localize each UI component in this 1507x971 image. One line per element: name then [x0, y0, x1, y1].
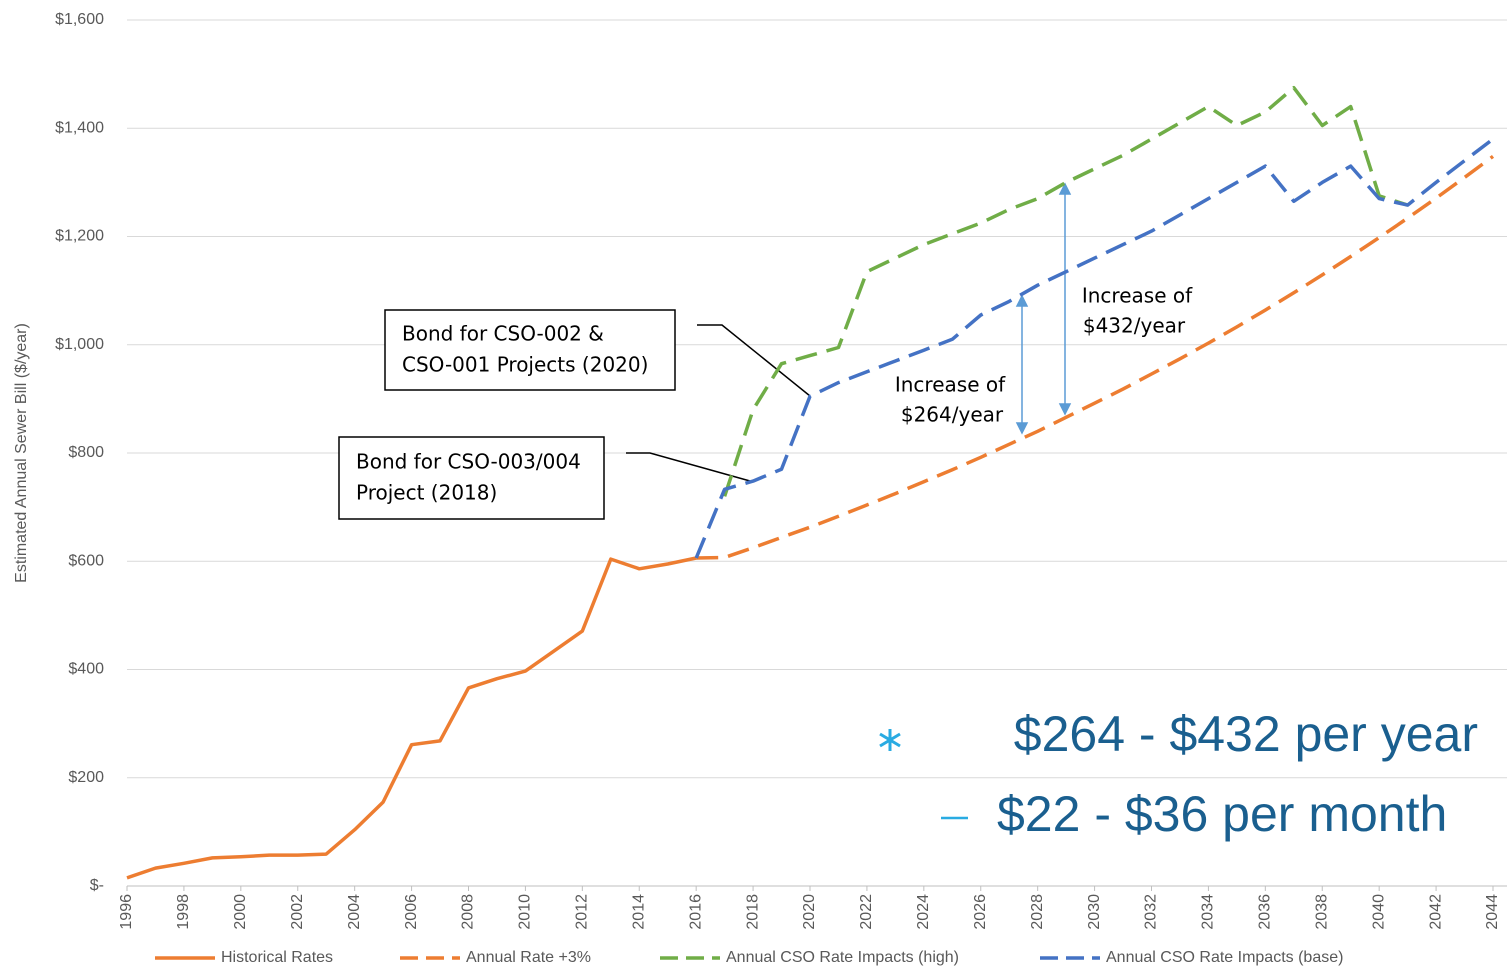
x-tick-label: 2024 — [915, 894, 932, 930]
x-tick-label: 2026 — [972, 894, 989, 930]
x-tick-label: 2040 — [1370, 894, 1387, 930]
arrows — [1015, 182, 1072, 435]
annotation-text: CSO-001 Projects (2020) — [402, 353, 648, 377]
annotation-text: Project (2018) — [356, 481, 497, 505]
x-tick-label: 2022 — [858, 894, 875, 930]
x-tick-label: 2020 — [801, 894, 818, 930]
series-line — [126, 556, 697, 880]
x-tick-label: 2016 — [687, 894, 704, 930]
legend-label: Annual Rate +3% — [466, 949, 591, 966]
x-tick-label: 2000 — [232, 894, 249, 930]
y-tick-label: $200 — [68, 769, 104, 786]
y-tick-label: $- — [90, 877, 104, 894]
series-line — [696, 154, 1495, 560]
x-tick-label: 2004 — [346, 894, 363, 930]
x-tick-label: 1996 — [118, 894, 135, 930]
x-tick-label: 2010 — [517, 894, 534, 930]
annotation-box — [338, 436, 605, 520]
annotation-text: Bond for CSO-002 & — [402, 322, 604, 346]
y-tick-label: $1,600 — [55, 11, 104, 28]
leader-line — [626, 452, 751, 482]
x-tick-label: 2032 — [1143, 894, 1160, 930]
x-tick-label: 2042 — [1427, 894, 1444, 930]
annotation-text: Bond for CSO-003/004 — [356, 450, 581, 474]
y-axis-label: Estimated Annual Sewer Bill ($/year) — [13, 323, 30, 583]
x-tick-label: 1998 — [175, 894, 192, 930]
legend-label: Annual CSO Rate Impacts (high) — [726, 949, 959, 966]
x-tick-label: 2038 — [1313, 894, 1330, 930]
annotation-text: $432/year — [1083, 314, 1186, 338]
annotation-text: Increase of — [895, 373, 1006, 397]
annotation-text: Increase of — [1082, 284, 1193, 308]
leader-line — [697, 324, 811, 397]
y-tick-label: $1,000 — [55, 336, 104, 353]
legend-label: Historical Rates — [221, 949, 333, 966]
x-tick-label: 2014 — [630, 894, 647, 930]
x-tick-label: 2012 — [574, 894, 591, 930]
x-tick-label: 2002 — [289, 894, 306, 930]
y-tick-label: $400 — [68, 661, 104, 678]
x-tick-label: 2044 — [1484, 894, 1501, 930]
callout: $22 - $36 per month — [997, 786, 1447, 842]
annotation-text: $264/year — [901, 403, 1004, 427]
x-tick-label: 2006 — [403, 894, 420, 930]
callout: $264 - $432 per year — [1014, 706, 1478, 762]
y-tick-label: $600 — [68, 552, 104, 569]
bullet-asterisk — [879, 729, 901, 751]
x-tick-label: 2008 — [460, 894, 477, 930]
series-line — [694, 137, 1495, 559]
x-tick-label: 2030 — [1086, 894, 1103, 930]
y-tick-label: $1,400 — [55, 119, 104, 136]
x-tick-label: 2018 — [744, 894, 761, 930]
x-tick-label: 2036 — [1257, 894, 1274, 930]
legend-label: Annual CSO Rate Impacts (base) — [1106, 949, 1343, 966]
x-tick-label: 2028 — [1029, 894, 1046, 930]
series-line — [722, 85, 1409, 497]
x-tick-label: 2034 — [1200, 894, 1217, 930]
y-tick-label: $800 — [68, 444, 104, 461]
annotation-box — [384, 309, 676, 391]
y-tick-label: $1,200 — [55, 228, 104, 245]
